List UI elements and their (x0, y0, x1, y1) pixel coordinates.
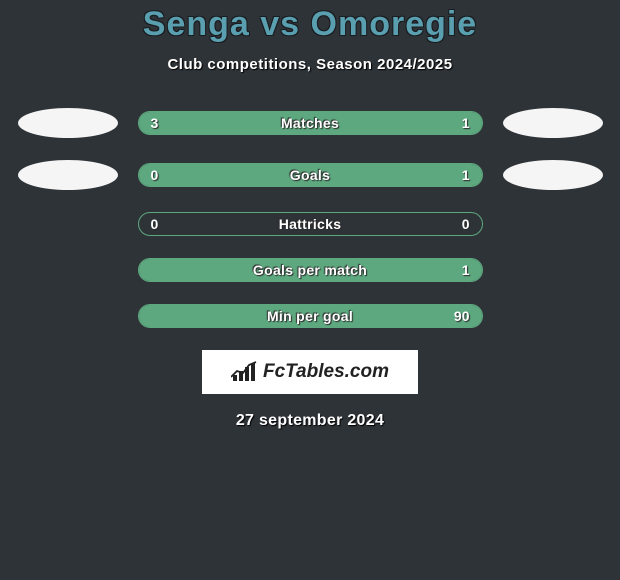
player-left-ellipse (18, 108, 118, 138)
stat-row: 0 Goals 1 (0, 160, 620, 190)
comparison-card: Senga vs Omoregie Club competitions, Sea… (0, 0, 620, 430)
stat-bar: 0 Hattricks 0 (138, 212, 483, 236)
stat-row: Min per goal 90 (0, 304, 620, 328)
chart-icon (231, 361, 257, 383)
stat-value-right: 0 (462, 216, 470, 232)
brand-logo-box: FcTables.com (202, 350, 418, 394)
stat-value-right: 90 (454, 308, 470, 324)
stat-bar: 3 Matches 1 (138, 111, 483, 135)
player-right-ellipse (503, 108, 603, 138)
brand-text: FcTables.com (263, 361, 389, 383)
stat-value-left: 0 (151, 167, 159, 183)
stat-bar: Min per goal 90 (138, 304, 483, 328)
stat-label: Min per goal (267, 308, 353, 324)
stats-bars-group: 3 Matches 1 0 Goals 1 0 Hattricks 0 Goals per mat… (0, 108, 620, 328)
stat-value-left: 3 (151, 115, 159, 131)
subtitle: Club competitions, Season 2024/2025 (0, 56, 620, 73)
stat-label: Hattricks (279, 216, 342, 232)
player-right-ellipse (503, 160, 603, 190)
player-left-ellipse (18, 160, 118, 190)
stat-value-left: 0 (151, 216, 159, 232)
stat-value-right: 1 (462, 115, 470, 131)
stat-bar: Goals per match 1 (138, 258, 483, 282)
stat-label: Matches (281, 115, 339, 131)
bar-fill-left (139, 112, 396, 134)
stat-value-right: 1 (462, 167, 470, 183)
stat-label: Goals per match (253, 262, 367, 278)
stat-label: Goals (290, 167, 330, 183)
stat-row: 3 Matches 1 (0, 108, 620, 138)
stat-bar: 0 Goals 1 (138, 163, 483, 187)
stat-row: Goals per match 1 (0, 258, 620, 282)
date-label: 27 september 2024 (0, 412, 620, 430)
stat-row: 0 Hattricks 0 (0, 212, 620, 236)
stat-value-right: 1 (462, 262, 470, 278)
page-title: Senga vs Omoregie (0, 5, 620, 44)
